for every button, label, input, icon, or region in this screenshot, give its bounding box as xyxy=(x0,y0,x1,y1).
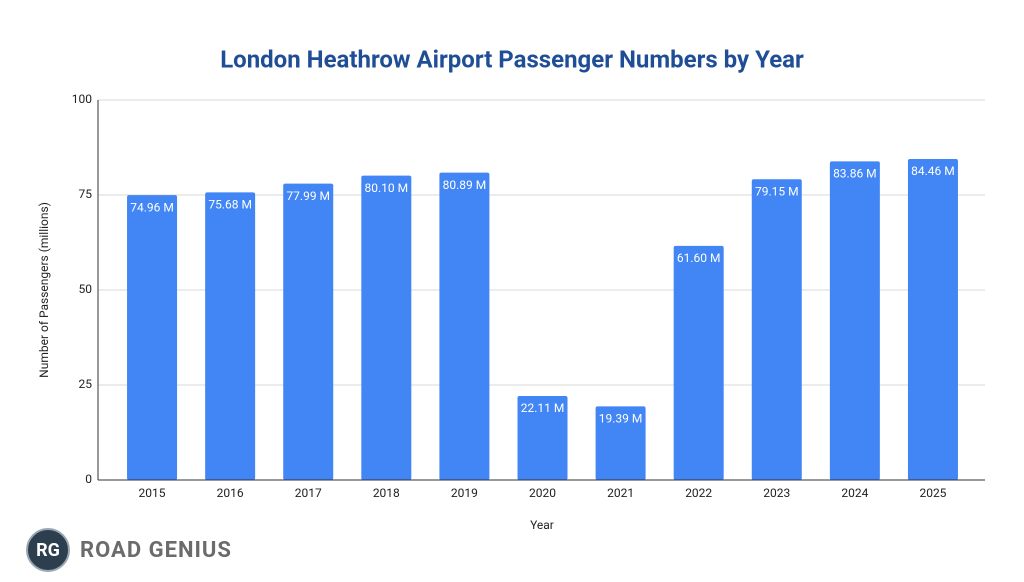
bar xyxy=(283,183,334,480)
y-axis-label: Number of Passengers (millions) xyxy=(37,202,51,378)
x-tick-label: 2016 xyxy=(217,486,244,500)
x-tick-label: 2021 xyxy=(607,486,634,500)
y-tick-label: 75 xyxy=(79,187,93,201)
value-label: 80.10 M xyxy=(365,181,409,195)
x-axis-label: Year xyxy=(530,518,554,532)
x-tick-label: 2025 xyxy=(919,486,946,500)
bar xyxy=(127,195,178,481)
bar xyxy=(517,395,568,480)
bar xyxy=(205,192,256,480)
value-label: 75.68 M xyxy=(208,198,252,212)
brand-name: ROAD GENIUS xyxy=(80,538,232,563)
x-tick-label: 2019 xyxy=(451,486,478,500)
value-label: 74.96 M xyxy=(130,200,174,214)
x-tick-label: 2022 xyxy=(685,486,712,500)
x-tick-label: 2020 xyxy=(529,486,556,500)
x-tick-label: 2017 xyxy=(295,486,322,500)
value-label: 61.60 M xyxy=(677,251,721,265)
value-label: 80.89 M xyxy=(443,178,487,192)
bar xyxy=(751,179,802,481)
bar xyxy=(595,406,646,480)
y-tick-label: 100 xyxy=(72,92,92,106)
y-tick-label: 50 xyxy=(79,282,93,296)
value-label: 19.39 M xyxy=(599,411,643,425)
x-tick-label: 2015 xyxy=(139,486,166,500)
value-label: 22.11 M xyxy=(521,401,565,415)
x-tick-label: 2024 xyxy=(841,486,868,500)
brand-badge xyxy=(26,528,70,572)
brand-mark: RG xyxy=(36,540,60,561)
value-label: 83.86 M xyxy=(833,167,877,181)
bar xyxy=(673,245,724,480)
value-label: 77.99 M xyxy=(286,189,330,203)
bar xyxy=(907,159,958,480)
value-label: 84.46 M xyxy=(911,164,955,178)
x-tick-label: 2023 xyxy=(763,486,790,500)
brand-logo: RG ROAD GENIUS xyxy=(26,528,232,572)
bar xyxy=(829,161,880,480)
value-label: 79.15 M xyxy=(755,184,799,198)
y-tick-label: 25 xyxy=(79,377,93,391)
y-tick-label: 0 xyxy=(85,472,92,486)
bar xyxy=(439,172,490,481)
chart-title: London Heathrow Airport Passenger Number… xyxy=(220,45,804,73)
bar xyxy=(361,175,412,480)
x-tick-label: 2018 xyxy=(373,486,400,500)
